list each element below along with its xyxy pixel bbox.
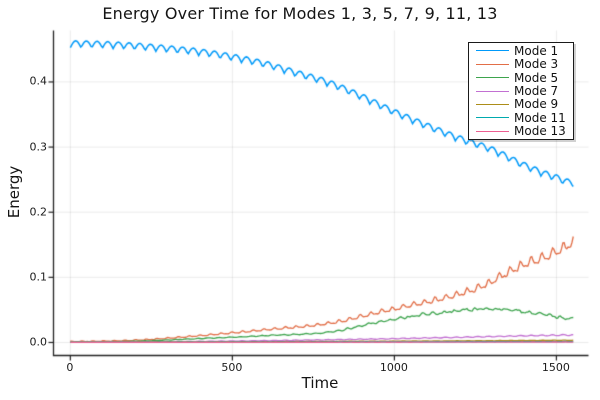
legend-item-mode-9: Mode 9 xyxy=(469,98,573,111)
x-tick-label: 1000 xyxy=(379,361,408,374)
legend-item-mode-13: Mode 13 xyxy=(469,125,573,138)
legend-line-swatch xyxy=(476,77,509,79)
legend-item-label: Mode 7 xyxy=(514,84,559,98)
y-tick-label: 0.2 xyxy=(29,205,48,219)
y-axis-label: Energy xyxy=(5,165,23,219)
y-tick-label: 0.1 xyxy=(29,270,48,284)
legend-line-swatch xyxy=(476,90,509,92)
legend-item-label: Mode 5 xyxy=(514,70,559,85)
legend-item-label: Mode 11 xyxy=(514,110,566,125)
legend-item-label: Mode 3 xyxy=(514,57,559,72)
chart-title: Energy Over Time for Modes 1, 3, 5, 7, 9… xyxy=(102,4,498,23)
legend-line-swatch xyxy=(476,130,509,132)
legend-line-swatch xyxy=(476,50,509,52)
legend-item-label: Mode 9 xyxy=(514,97,559,112)
legend-item-mode-1: Mode 1 xyxy=(469,44,573,57)
legend: Mode 1 Mode 3 Mode 5 Mode 7 Mode 9 Mode 11 Mod… xyxy=(468,42,574,140)
y-tick-label: 0.3 xyxy=(29,140,48,154)
x-tick-label: 500 xyxy=(221,361,243,374)
x-axis-label: Time xyxy=(301,374,339,392)
legend-item-label: Mode 1 xyxy=(514,43,559,58)
legend-item-mode-3: Mode 3 xyxy=(469,58,573,71)
legend-item-label: Mode 13 xyxy=(514,124,566,139)
legend-line-swatch xyxy=(476,117,509,119)
y-tick-label: 0.4 xyxy=(29,74,48,88)
legend-line-swatch xyxy=(476,103,509,105)
legend-item-mode-11: Mode 11 xyxy=(469,111,573,124)
legend-item-mode-7: Mode 7 xyxy=(469,85,573,98)
y-tick-label: 0.0 xyxy=(29,335,48,349)
legend-line-swatch xyxy=(476,63,509,65)
legend-item-mode-5: Mode 5 xyxy=(469,71,573,84)
x-tick-label: 0 xyxy=(66,361,74,374)
x-tick-label: 1500 xyxy=(541,361,570,374)
